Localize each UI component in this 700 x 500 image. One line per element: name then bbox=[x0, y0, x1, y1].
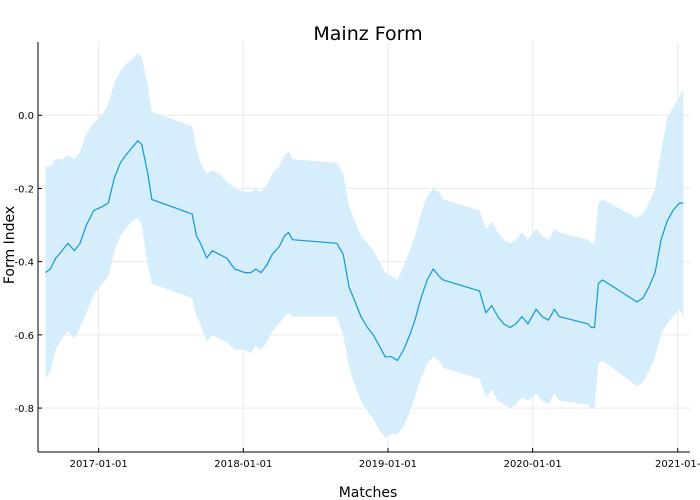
x-tick-label: 2020-01-01 bbox=[504, 459, 562, 470]
x-tick-label: 2019-01-01 bbox=[359, 459, 417, 470]
y-tick-label: -0.2 bbox=[14, 184, 34, 195]
y-tick-label: -0.4 bbox=[14, 258, 34, 269]
y-tick-label: -0.6 bbox=[14, 331, 34, 342]
y-tick-label: -0.8 bbox=[14, 404, 34, 415]
line-layer bbox=[45, 140, 684, 362]
x-axis-label: Matches bbox=[339, 485, 398, 500]
y-axis-label: Form Index bbox=[2, 206, 18, 284]
x-tick-label: 2021-01- bbox=[655, 459, 700, 470]
confidence-band bbox=[45, 53, 684, 438]
x-tick-label: 2018-01-01 bbox=[214, 459, 272, 470]
form-index-line bbox=[45, 140, 684, 362]
y-tick-label: 0.0 bbox=[18, 111, 34, 122]
chart-title: Mainz Form bbox=[313, 23, 422, 45]
x-tick-label: 2017-01-01 bbox=[70, 459, 128, 470]
tick-layer: 0.0 -0.2 -0.4 -0.6 -0.8 2017-01-01 2018-01-01 2… bbox=[14, 111, 700, 470]
band-layer bbox=[45, 53, 684, 438]
axes-layer bbox=[37, 42, 690, 453]
